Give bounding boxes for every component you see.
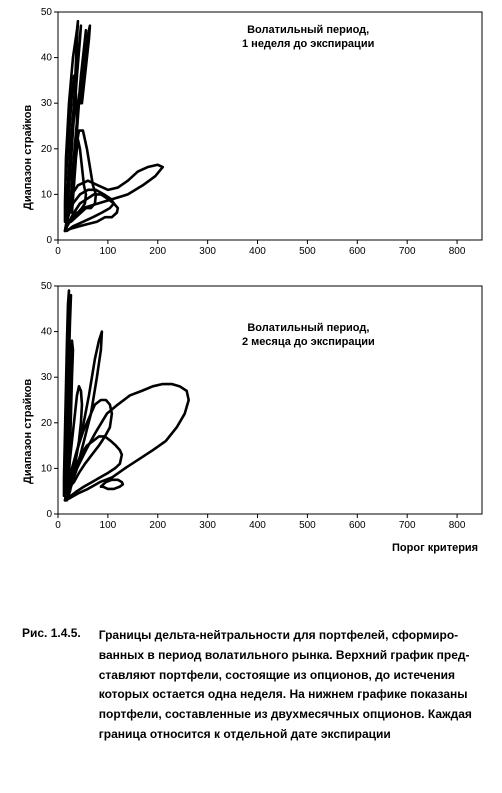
svg-text:800: 800 <box>449 520 466 531</box>
chart-top: Диапазон страйков Волатильный период, 1 … <box>22 6 492 262</box>
y-axis-label-bottom: Диапазон страйков <box>22 379 34 484</box>
svg-text:500: 500 <box>299 520 316 531</box>
svg-text:300: 300 <box>199 246 216 257</box>
chart-bottom: Диапазон страйков Волатильный период, 2 … <box>22 280 492 536</box>
svg-text:20: 20 <box>41 418 53 429</box>
caption-text: Границы дельта-нейтральности для портфел… <box>99 626 482 745</box>
svg-text:600: 600 <box>349 246 366 257</box>
svg-text:10: 10 <box>41 189 53 200</box>
svg-text:700: 700 <box>399 520 416 531</box>
svg-text:20: 20 <box>41 144 53 155</box>
svg-text:300: 300 <box>199 520 216 531</box>
chart-bottom-svg: 010203040500100200300400500600700800 <box>22 280 492 536</box>
svg-text:30: 30 <box>41 98 53 109</box>
svg-text:50: 50 <box>41 7 53 18</box>
figure-caption: Рис. 1.4.5. Границы дельта-нейтральности… <box>22 626 482 745</box>
svg-text:800: 800 <box>449 246 466 257</box>
page: Диапазон страйков Волатильный период, 1 … <box>0 0 502 793</box>
svg-text:30: 30 <box>41 372 53 383</box>
x-axis-label: Порог критерия <box>392 542 478 554</box>
chart-bottom-title: Волатильный период, 2 месяца до экспирац… <box>242 322 375 350</box>
svg-text:500: 500 <box>299 246 316 257</box>
chart-top-title: Волатильный период, 1 неделя до экспирац… <box>242 24 374 52</box>
svg-text:0: 0 <box>55 520 61 531</box>
svg-text:0: 0 <box>55 246 61 257</box>
svg-text:100: 100 <box>100 520 117 531</box>
svg-text:0: 0 <box>46 235 52 246</box>
svg-text:400: 400 <box>249 520 266 531</box>
svg-text:50: 50 <box>41 281 53 292</box>
svg-text:200: 200 <box>149 246 166 257</box>
svg-text:40: 40 <box>41 53 53 64</box>
svg-text:400: 400 <box>249 246 266 257</box>
y-axis-label-top: Диапазон страйков <box>22 105 34 210</box>
svg-text:700: 700 <box>399 246 416 257</box>
caption-label: Рис. 1.4.5. <box>22 626 81 640</box>
svg-text:0: 0 <box>46 509 52 520</box>
svg-text:10: 10 <box>41 463 53 474</box>
svg-text:100: 100 <box>100 246 117 257</box>
svg-text:40: 40 <box>41 327 53 338</box>
svg-text:200: 200 <box>149 520 166 531</box>
svg-text:600: 600 <box>349 520 366 531</box>
